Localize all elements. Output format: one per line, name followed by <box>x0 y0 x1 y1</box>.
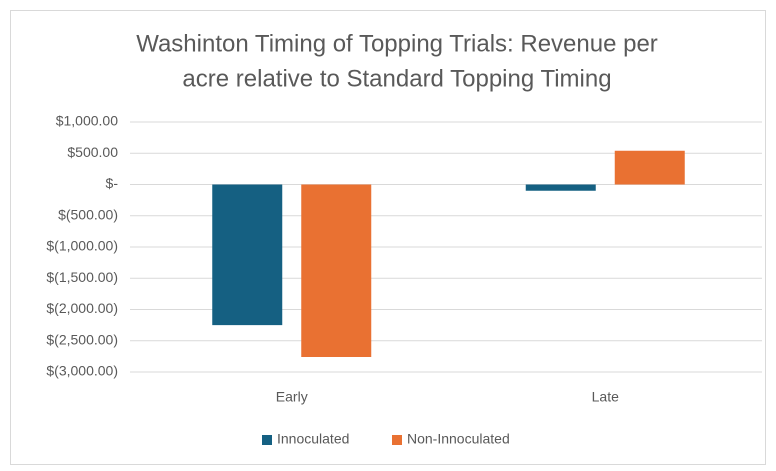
legend-swatch <box>262 435 272 445</box>
legend-label: Non-Innoculated <box>407 431 510 447</box>
y-tick-label: $(500.00) <box>58 206 118 222</box>
y-tick-label: $1,000.00 <box>56 113 118 129</box>
y-tick-label: $(1,000.00) <box>46 238 118 254</box>
bar <box>212 184 283 326</box>
x-tick-label: Early <box>276 389 308 405</box>
chart-title: Washinton Timing of Topping Trials: Reve… <box>136 30 658 57</box>
y-tick-label: $- <box>106 175 119 191</box>
legend-label: Innoculated <box>277 431 349 447</box>
bar <box>301 184 372 357</box>
bar <box>614 150 685 185</box>
y-tick-label: $(3,000.00) <box>46 363 118 379</box>
x-tick-label: Late <box>592 389 619 405</box>
y-tick-label: $(2,000.00) <box>46 300 118 316</box>
y-tick-label: $(2,500.00) <box>46 331 118 347</box>
y-tick-label: $(1,500.00) <box>46 269 118 285</box>
legend-swatch <box>392 435 402 445</box>
chart-title: acre relative to Standard Topping Timing <box>182 65 611 92</box>
chart-frame <box>10 10 766 465</box>
bar <box>525 184 596 191</box>
y-tick-label: $500.00 <box>67 144 118 160</box>
